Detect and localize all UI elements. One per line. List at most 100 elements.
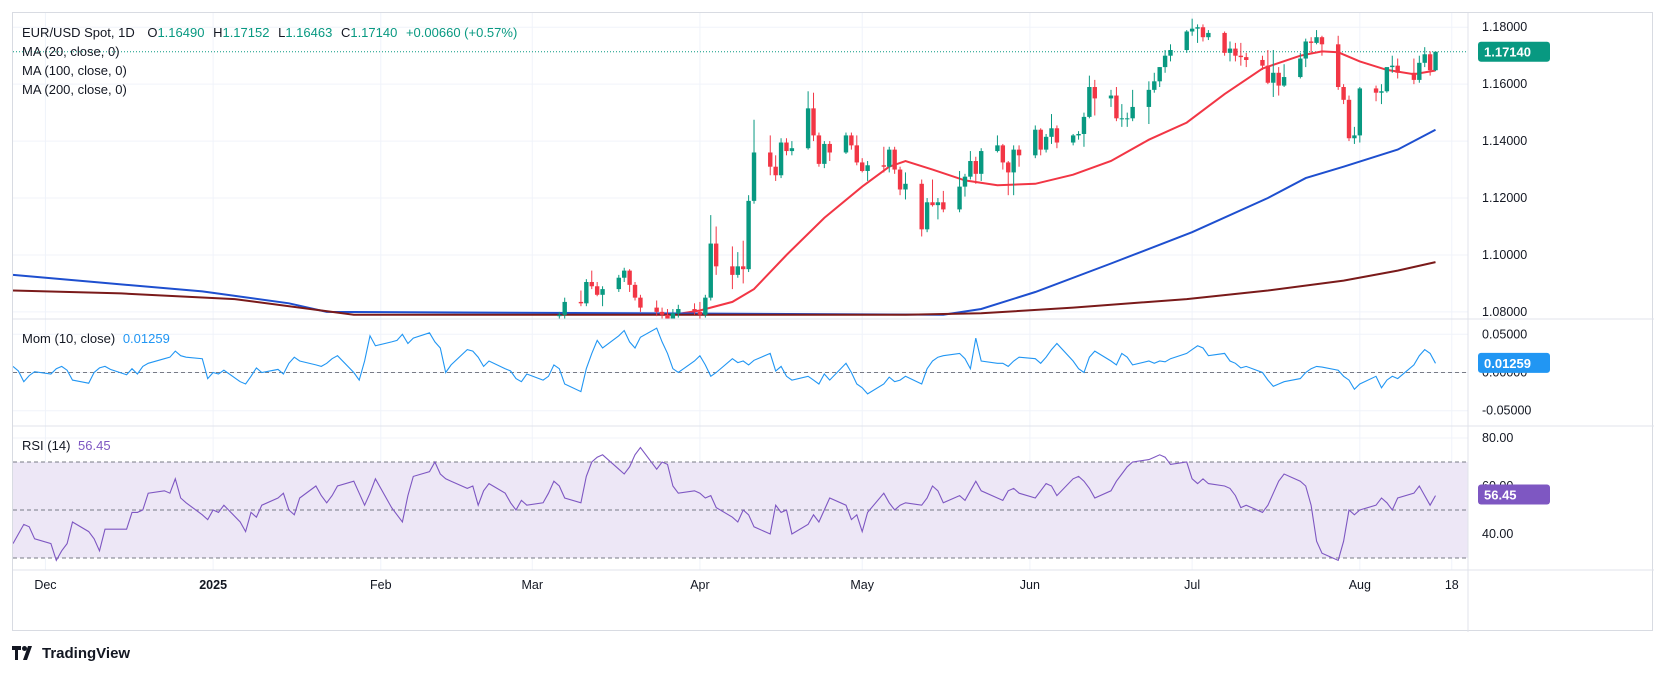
candle-body bbox=[1184, 31, 1189, 51]
candle-body bbox=[773, 166, 778, 176]
mom-value-tag-bg bbox=[1478, 352, 1550, 373]
last-price-tag-text: 1.17140 bbox=[1484, 45, 1531, 60]
candle-body bbox=[827, 143, 832, 153]
mom-value-tag: 0.01259 bbox=[1478, 352, 1550, 373]
candle-body bbox=[1119, 118, 1125, 120]
value-tags: 1.17140 0.01259 56.45 bbox=[1478, 41, 1550, 505]
candle-body bbox=[1070, 135, 1076, 143]
ma20-legend[interactable]: MA (20, close, 0) bbox=[22, 44, 120, 59]
candle-body bbox=[822, 143, 827, 164]
candle bbox=[1087, 75, 1092, 119]
candle-body bbox=[805, 108, 811, 149]
candle bbox=[1157, 67, 1162, 88]
price-axis-label: 1.16000 bbox=[1482, 77, 1527, 91]
candle bbox=[1016, 145, 1022, 167]
candle-body bbox=[968, 161, 973, 177]
footer: TradingView bbox=[12, 642, 130, 664]
candle bbox=[1162, 50, 1168, 73]
candle bbox=[1422, 47, 1427, 68]
candle-body bbox=[741, 266, 746, 270]
candle bbox=[1390, 55, 1395, 73]
brand-name[interactable]: TradingView bbox=[42, 644, 131, 662]
symbol-title: EUR/USD Spot, 1D bbox=[22, 25, 135, 40]
candle bbox=[1168, 44, 1173, 62]
candle-body bbox=[1108, 95, 1114, 99]
candle-body bbox=[1373, 88, 1379, 93]
candle bbox=[1054, 125, 1060, 149]
high-label: H bbox=[213, 25, 222, 40]
svg-text:RSI (14) 56.45: RSI (14) 56.45 bbox=[22, 438, 111, 453]
candle-body bbox=[1411, 72, 1417, 80]
candle bbox=[822, 141, 827, 169]
candle bbox=[1379, 84, 1384, 105]
candle bbox=[1222, 31, 1227, 56]
candle-body bbox=[1011, 149, 1016, 173]
last-price-tag-bg bbox=[1478, 41, 1550, 62]
candle-body bbox=[897, 169, 903, 190]
candle bbox=[1049, 114, 1054, 144]
candle-body bbox=[1152, 81, 1157, 90]
candle-body bbox=[697, 311, 703, 315]
candle bbox=[1238, 42, 1244, 66]
candle bbox=[713, 226, 719, 275]
ma200-line bbox=[13, 261, 1436, 316]
candle-body bbox=[594, 286, 600, 295]
candle-body bbox=[735, 266, 740, 275]
candle-body bbox=[557, 314, 562, 317]
candle bbox=[1033, 125, 1038, 159]
candle bbox=[1206, 30, 1211, 41]
candle-body bbox=[1076, 133, 1081, 136]
rsi-legend-value: 56.45 bbox=[78, 438, 111, 453]
rsi-legend-label: RSI (14) bbox=[22, 438, 70, 453]
candle-body bbox=[730, 266, 735, 275]
price-axis-label: 1.12000 bbox=[1482, 191, 1527, 205]
mom-legend-label: Mom (10, close) bbox=[22, 331, 115, 346]
candle bbox=[973, 156, 978, 184]
candle bbox=[1152, 72, 1157, 93]
chart-canvas[interactable]: 1.18000 1.16000 1.14000 1.12000 1.10000 1.080… bbox=[13, 13, 1654, 632]
candle bbox=[697, 301, 703, 319]
candle-body bbox=[713, 243, 719, 267]
candle-body bbox=[1341, 87, 1346, 100]
candle bbox=[1076, 131, 1081, 140]
candle-body bbox=[887, 149, 892, 167]
rsi-line bbox=[13, 446, 1436, 562]
candle bbox=[1265, 50, 1271, 85]
candle bbox=[632, 281, 638, 301]
candle-body bbox=[1081, 116, 1087, 134]
candle-body bbox=[1308, 41, 1314, 43]
candle-body bbox=[919, 183, 924, 230]
candle bbox=[1006, 161, 1011, 196]
candle bbox=[816, 132, 822, 167]
tradingview-logo-icon[interactable] bbox=[12, 646, 36, 660]
low-label: L bbox=[278, 25, 285, 40]
candle-body bbox=[1146, 89, 1152, 107]
x-axis-labels: Dec 2025 Feb Mar Apr May Jun Jul Aug 18 bbox=[34, 578, 1458, 592]
candle-body bbox=[1417, 62, 1422, 80]
candle-body bbox=[708, 243, 713, 298]
candle-body bbox=[616, 277, 621, 290]
time-axis-label: Feb bbox=[370, 578, 392, 592]
candle bbox=[1373, 85, 1379, 102]
candle bbox=[995, 135, 1000, 153]
ma20-line bbox=[672, 50, 1436, 316]
candle bbox=[773, 155, 778, 181]
candle bbox=[1314, 30, 1319, 45]
high-value: 1.17152 bbox=[222, 25, 269, 40]
candle-body bbox=[622, 270, 627, 278]
candle bbox=[1000, 143, 1006, 170]
candle bbox=[1108, 89, 1114, 107]
candle-body bbox=[562, 301, 567, 315]
candle bbox=[1341, 84, 1346, 105]
candle bbox=[741, 240, 746, 284]
candle-body bbox=[1319, 37, 1325, 45]
candle-body bbox=[1265, 65, 1271, 83]
ma200-legend[interactable]: MA (200, close, 0) bbox=[22, 82, 127, 97]
time-axis-label: Jul bbox=[1184, 578, 1200, 592]
price-axis-label: 1.08000 bbox=[1482, 305, 1527, 319]
candle-body bbox=[1130, 106, 1135, 119]
open-value: 1.16490 bbox=[157, 25, 204, 40]
ma100-legend[interactable]: MA (100, close, 0) bbox=[22, 63, 127, 78]
candle bbox=[805, 91, 811, 150]
candle bbox=[600, 286, 605, 307]
